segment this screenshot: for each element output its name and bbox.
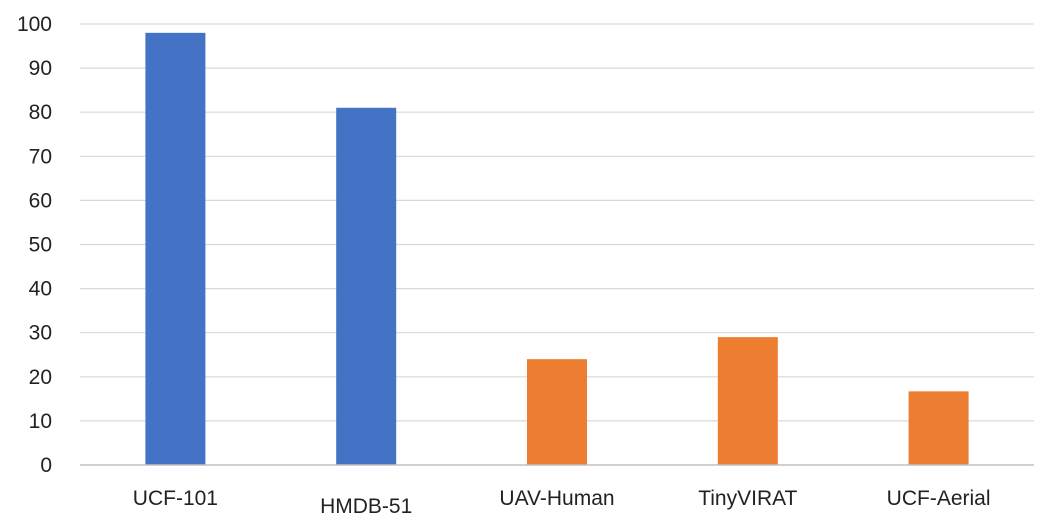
y-tick-label: 90 — [29, 57, 52, 80]
bar-hmdb-51 — [336, 107, 397, 465]
y-tick-label: 20 — [29, 366, 52, 389]
y-tick-label: 0 — [40, 454, 52, 477]
bar-ucf-101 — [145, 32, 206, 465]
y-tick-label: 60 — [29, 189, 52, 212]
bar-uav-human — [527, 359, 587, 465]
y-tick-label: 100 — [17, 13, 52, 36]
x-tick-label: UCF-Aerial — [887, 487, 991, 510]
bar-tinyvirat — [717, 337, 778, 465]
x-axis-category-labels: UCF-101 HMDB-51 UAV-Human TinyVIRAT UCF-Aeri… — [133, 487, 991, 518]
gridlines — [80, 23, 1034, 422]
bars — [145, 32, 969, 465]
y-axis-ticks: 0 10 20 30 40 50 60 70 80 90 100 — [17, 13, 52, 477]
x-tick-label: HMDB-51 — [320, 495, 412, 518]
y-tick-label: 40 — [29, 278, 52, 301]
bar-ucf-aerial — [908, 391, 969, 465]
y-tick-label: 50 — [29, 234, 52, 257]
x-tick-label: UAV-Human — [499, 487, 614, 510]
y-tick-label: 10 — [29, 410, 52, 433]
x-tick-label: UCF-101 — [133, 487, 218, 510]
x-tick-label: TinyVIRAT — [698, 487, 797, 510]
y-tick-label: 80 — [29, 101, 52, 124]
y-tick-label: 70 — [29, 145, 52, 168]
y-tick-label: 30 — [29, 322, 52, 345]
